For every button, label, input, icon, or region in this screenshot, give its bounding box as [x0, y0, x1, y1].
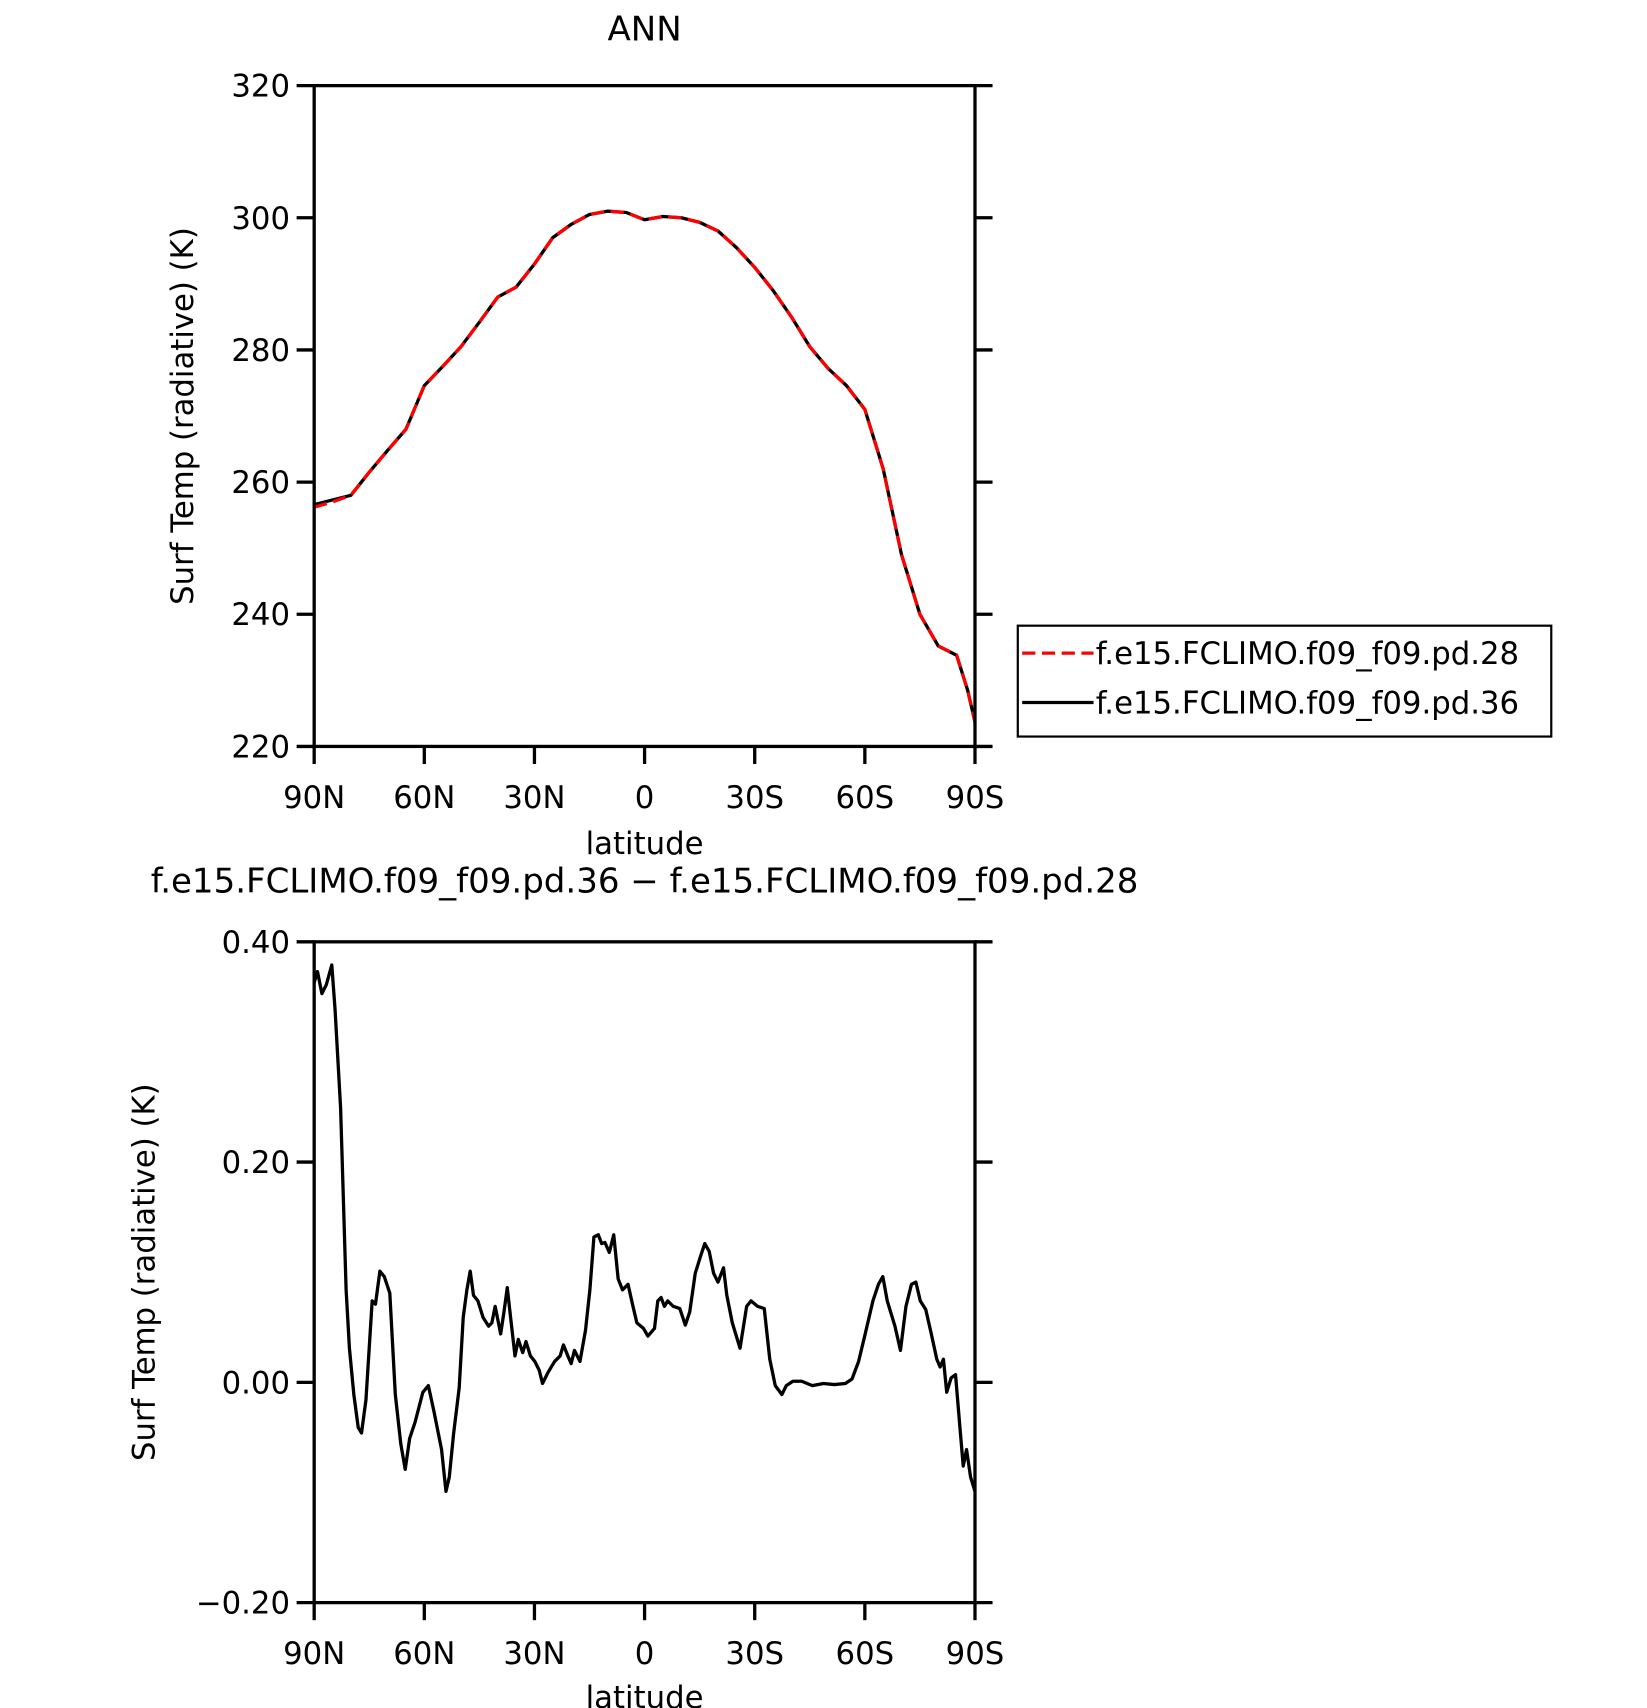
legend-box — [1016, 624, 1553, 738]
data-line — [313, 209, 977, 723]
legend-label: f.e15.FCLIMO.f09_f09.pd.36 — [1096, 685, 1519, 721]
data-line — [313, 209, 977, 723]
y-tick-label: 0.40 — [222, 925, 290, 961]
y-tick-label: 320 — [231, 69, 290, 105]
x-tick-label: 90N — [283, 1636, 345, 1672]
x-tick-label: 30S — [725, 1636, 784, 1672]
x-tick-label: 90N — [283, 780, 345, 816]
y-tick-label: 0.00 — [222, 1365, 290, 1401]
x-tick-label: 0 — [635, 1636, 655, 1672]
y-tick-label: 300 — [231, 201, 290, 237]
x-tick-label: 90S — [946, 1636, 1005, 1672]
data-line — [312, 963, 977, 1494]
x-tick-label: 60N — [393, 1636, 455, 1672]
x-tick-label: 90S — [946, 780, 1005, 816]
x-axis-label: latitude — [586, 826, 704, 862]
x-tick-label: 60S — [836, 780, 895, 816]
y-tick-label: −0.20 — [196, 1586, 290, 1622]
y-tick-label: 260 — [231, 465, 290, 501]
y-tick-label: 240 — [231, 597, 290, 633]
x-tick-label: 30N — [503, 1636, 565, 1672]
x-tick-label: 60S — [836, 1636, 895, 1672]
y-tick-label: 220 — [231, 729, 290, 765]
y-axis-label: Surf Temp (radiative) (K) — [127, 1083, 163, 1461]
x-axis-label: latitude — [586, 1680, 704, 1708]
x-tick-label: 30N — [503, 780, 565, 816]
chart-title: ANN — [607, 10, 681, 50]
legend-label: f.e15.FCLIMO.f09_f09.pd.28 — [1096, 636, 1519, 672]
y-tick-label: 0.20 — [222, 1145, 290, 1181]
x-tick-label: 60N — [393, 780, 455, 816]
y-tick-label: 280 — [231, 333, 290, 369]
x-tick-label: 30S — [725, 780, 784, 816]
chart-title: f.e15.FCLIMO.f09_f09.pd.36 − f.e15.FCLIM… — [151, 861, 1139, 901]
x-tick-label: 0 — [635, 780, 655, 816]
plot-frame — [312, 940, 977, 1605]
y-axis-label: Surf Temp (radiative) (K) — [165, 227, 201, 605]
